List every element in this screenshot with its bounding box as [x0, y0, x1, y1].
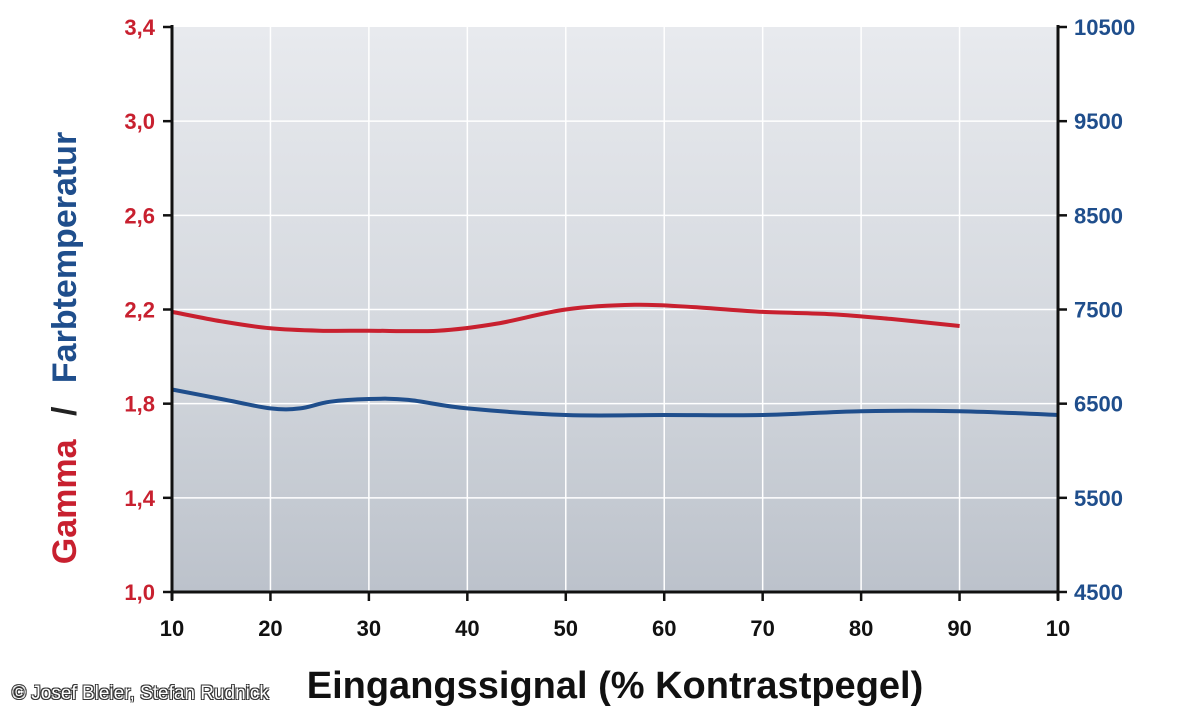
right-tick-label: 6500	[1074, 392, 1123, 417]
right-tick-label: 8500	[1074, 203, 1123, 228]
x-tick-label: 10	[160, 616, 184, 641]
x-tick-label: 40	[455, 616, 479, 641]
x-tick-label: 90	[947, 616, 971, 641]
right-axis-ticks: 4500 5500 6500 7500 8500 9500 10500	[1058, 15, 1135, 605]
x-tick-label: 30	[357, 616, 381, 641]
y-axis-label-farbtemperatur: Farbtemperatur	[46, 132, 84, 383]
y-axis-label: Gamma / Farbtemperatur	[46, 132, 84, 564]
x-axis-label: Eingangssignal (% Kontrastpegel)	[307, 665, 924, 707]
right-tick-label: 9500	[1074, 109, 1123, 134]
left-tick-label: 2,6	[124, 203, 155, 228]
x-tick-label: 60	[652, 616, 676, 641]
x-tick-label: 20	[258, 616, 282, 641]
y-axis-label-separator: /	[46, 406, 84, 416]
right-tick-label: 4500	[1074, 580, 1123, 605]
left-tick-label: 1,8	[124, 392, 155, 417]
right-tick-label: 7500	[1074, 298, 1123, 323]
x-axis-ticks: 10 20 30 40 50 60 70 80 90 10	[160, 592, 1070, 641]
grid-lines	[172, 27, 1058, 592]
y-axis-label-gamma: Gamma	[46, 438, 84, 564]
x-tick-label: 70	[750, 616, 774, 641]
series-line-farbtemperatur	[171, 387, 1059, 418]
right-tick-label: 10500	[1074, 15, 1135, 40]
left-tick-label: 2,2	[124, 298, 155, 323]
x-tick-label: 10	[1046, 616, 1070, 641]
x-tick-label: 50	[554, 616, 578, 641]
left-axis-ticks: 1,0 1,4 1,8 2,2 2,6 3,0 3,4	[124, 15, 172, 605]
left-tick-label: 1,4	[124, 486, 155, 511]
x-tick-label: 80	[849, 616, 873, 641]
series-line-gamma	[171, 302, 960, 334]
left-tick-label: 1,0	[124, 580, 155, 605]
left-tick-label: 3,0	[124, 109, 155, 134]
right-tick-label: 5500	[1074, 486, 1123, 511]
left-tick-label: 3,4	[124, 15, 155, 40]
copyright-credit: © Josef Bleier, Stefan Rudnick	[12, 683, 269, 704]
series-layer	[171, 302, 1059, 418]
